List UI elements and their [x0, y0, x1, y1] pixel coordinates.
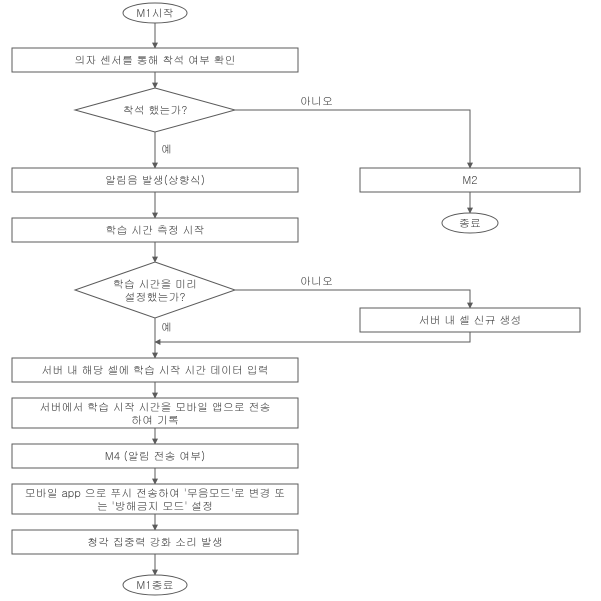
- process-new-cell-label: 서버 내 셀 신규 생성: [419, 313, 522, 328]
- decision-preset-label2: 설정했는가?: [125, 290, 186, 305]
- terminator-m2-end-label: 종료: [459, 216, 481, 231]
- process-m4-label: M4 (알림 전송 여부): [105, 449, 206, 464]
- terminator-end-label: M1종료: [136, 578, 173, 593]
- process-sound-label: 청각 집중력 강화 소리 발생: [87, 535, 223, 550]
- process-send-mobile-label2: 하여 기록: [131, 413, 179, 428]
- edge-d2-sv: [235, 290, 470, 308]
- process-m2-label: M2: [462, 173, 477, 188]
- flowchart: M1시작의자 센서를 통해 착석 여부 확인착석 했는가? 알림음 발생(상향식)…: [0, 0, 601, 601]
- edge-d1-m2: [235, 110, 470, 168]
- label-d1-yes: 예: [161, 142, 172, 157]
- process-save-start-label: 서버 내 해당 셀에 학습 시작 시간 데이터 입력: [41, 363, 268, 378]
- terminator-start-label: M1시작: [136, 6, 173, 21]
- label-d2-yes: 예: [161, 320, 172, 335]
- edge-sv-merge: [155, 332, 470, 342]
- label-d1-no: 아니오: [300, 94, 333, 109]
- process-check-seat-label: 의자 센서를 통해 착석 여부 확인: [74, 53, 235, 68]
- process-alarm-label: 알림음 발생(상향식): [105, 173, 205, 188]
- process-start-timer-label: 학습 시간 측정 시작: [106, 223, 205, 238]
- label-d2-no: 아니오: [300, 274, 333, 289]
- process-push-mute-label2: 는 '방해금지 모드' 설정: [97, 499, 213, 514]
- decision-seated-label: 착석 했는가?: [123, 103, 188, 118]
